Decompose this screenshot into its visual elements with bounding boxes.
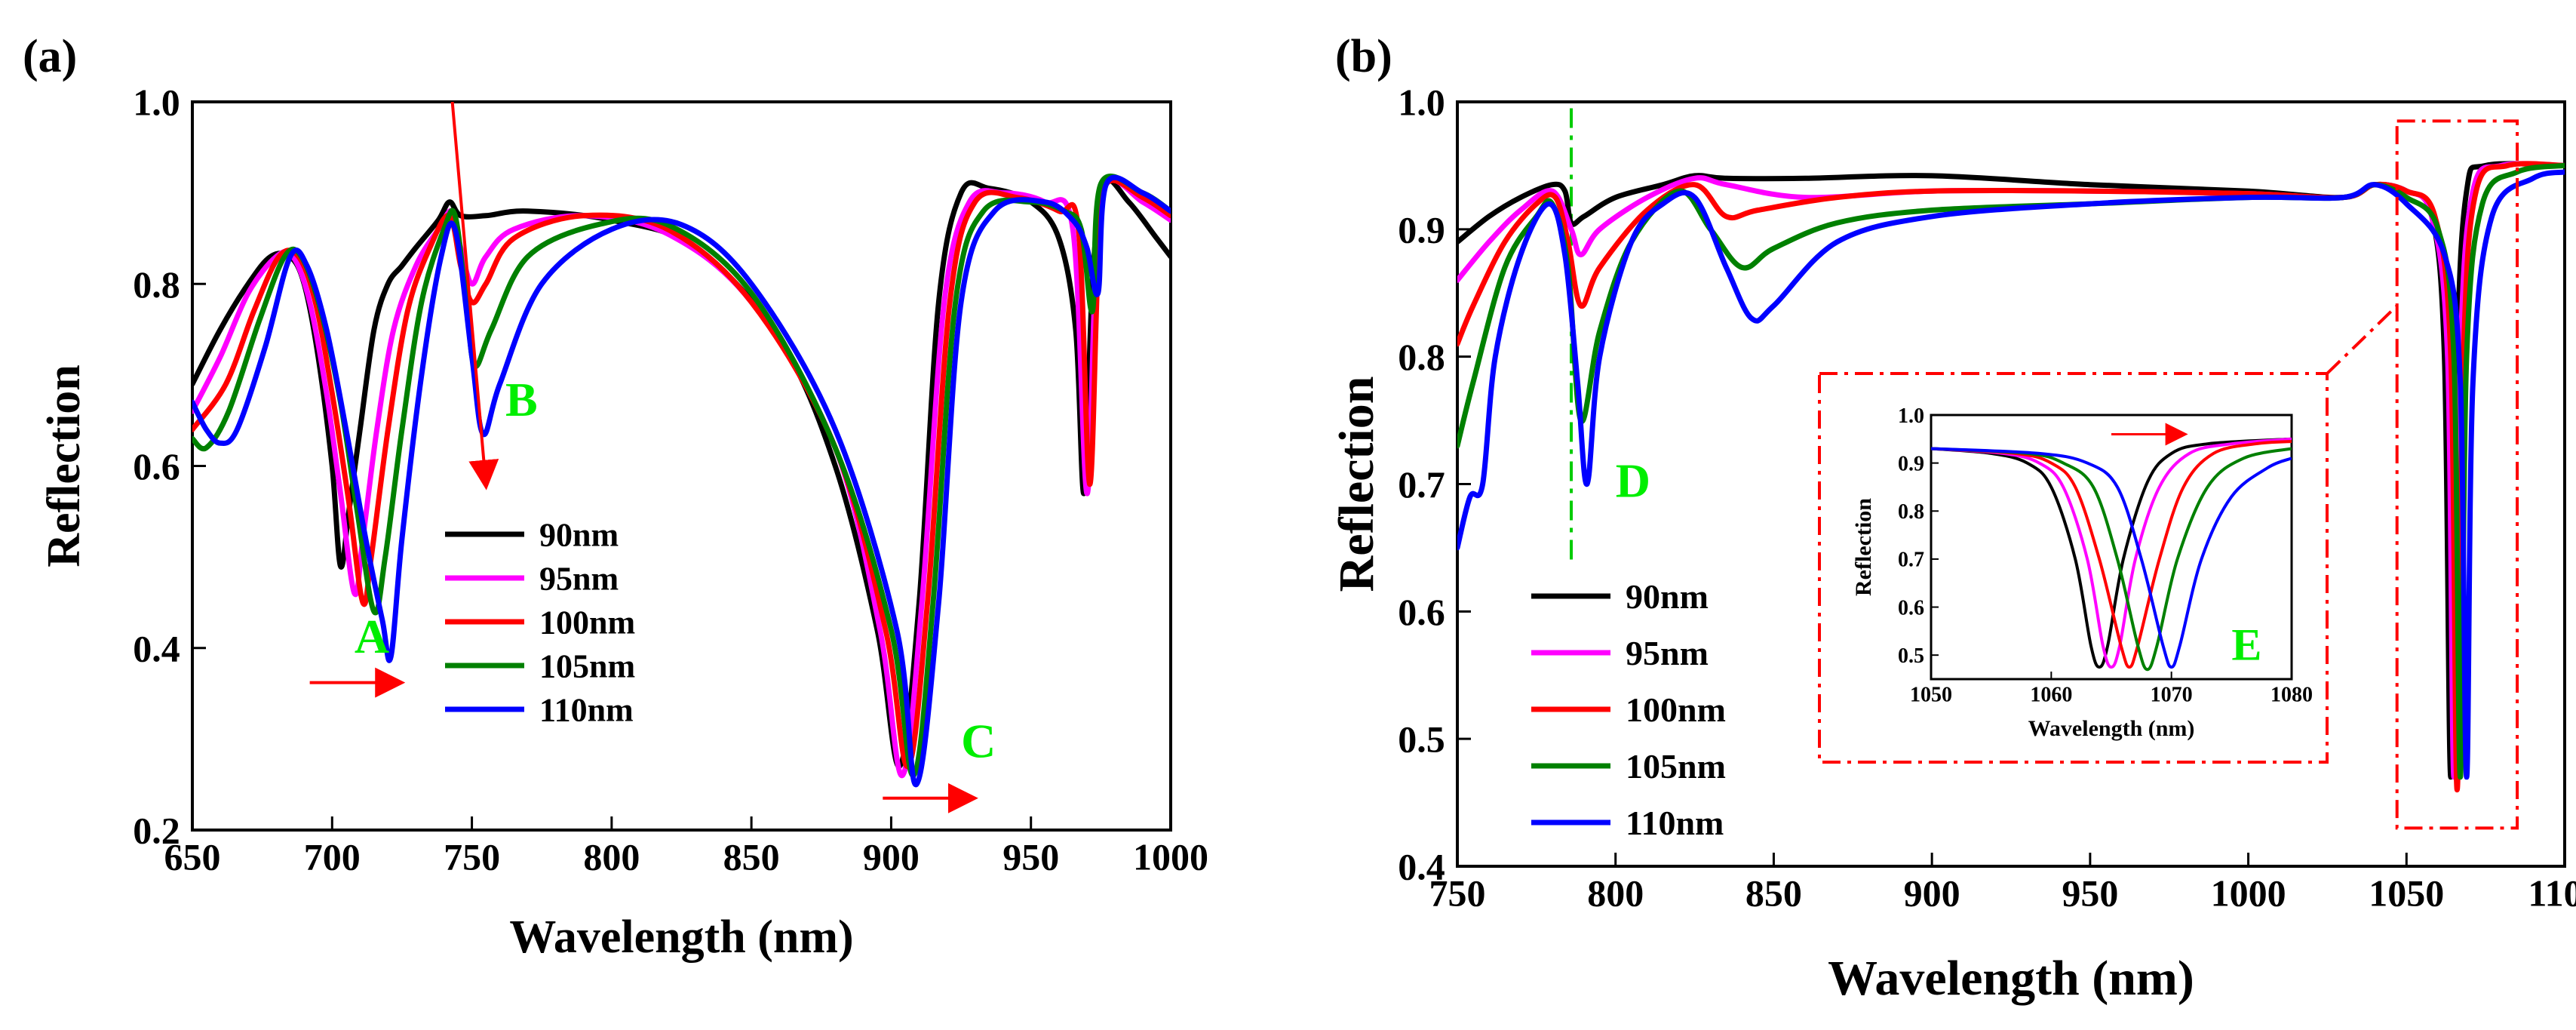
- inset-chart: 1050 1060 1070 1080 0.5 0.6 0.7 0.8 0.9 1.0 Wavele…: [1851, 404, 2313, 741]
- a-y-tick-label: 1.0: [133, 81, 180, 124]
- a-legend-label: 110nm: [539, 691, 634, 728]
- inset-y-tick-label: 0.7: [1898, 549, 1924, 572]
- b-x-tick-label: 800: [1587, 872, 1644, 915]
- inset-series-line-95nm: [1931, 437, 2292, 669]
- inset-series-group: [1931, 437, 2292, 672]
- a-x-tick-label: 900: [863, 836, 920, 878]
- b-x-tick-label: 1050: [2369, 872, 2444, 915]
- b-series-line-110nm: [1457, 169, 2565, 780]
- b-legend-label: 95nm: [1626, 634, 1709, 672]
- inset-callout-box: [1818, 372, 2329, 764]
- a-legend-label: 95nm: [539, 560, 619, 597]
- inset-x-tick-label: 1060: [2030, 683, 2072, 706]
- inset-y-tick-label: 0.9: [1898, 452, 1924, 475]
- b-y-tick-label: 0.4: [1398, 846, 1445, 888]
- a-legend-label: 90nm: [539, 516, 619, 553]
- inset-connector-line: [2326, 304, 2399, 375]
- inset-y-tick-label: 0.5: [1898, 644, 1924, 668]
- inset-x-axis-title: Wavelength (nm): [2028, 716, 2195, 741]
- inset-series-line-90nm: [1931, 437, 2292, 669]
- a-shift-arrow: [450, 101, 499, 490]
- b-y-tick-label: 0.6: [1398, 591, 1445, 633]
- a-x-tick-label: 850: [723, 836, 780, 878]
- a-x-tick-label: 700: [304, 836, 361, 878]
- b-x-axis-title: Wavelength (nm): [1828, 951, 2194, 1006]
- b-series-group: [1457, 161, 2565, 793]
- b-y-tick-label: 1.0: [1398, 81, 1445, 124]
- a-series-line-95nm: [192, 177, 1171, 779]
- b-y-tick-label: 0.9: [1398, 208, 1445, 251]
- inset-x-tick-label: 1080: [2271, 683, 2313, 706]
- a-annotation-A: A: [355, 610, 389, 663]
- inset-y-tick-label: 0.8: [1898, 500, 1924, 524]
- panel-a-chart: (a) 650 700 750 800 850 900 950 1000 0.2 0.4 0.6 0.8…: [23, 31, 1208, 963]
- b-x-tick-label: 850: [1745, 872, 1802, 915]
- b-legend-label: 100nm: [1626, 690, 1726, 729]
- inset-x-tick-label: 1070: [2151, 683, 2193, 706]
- a-annotation-C: C: [961, 715, 996, 768]
- highlight-region-box: [2395, 119, 2519, 830]
- inset-series-line-110nm: [1931, 447, 2292, 669]
- b-x-tick-label: 900: [1904, 872, 1960, 915]
- a-series-group: [192, 174, 1171, 788]
- inset-series-line-100nm: [1931, 440, 2292, 669]
- inset-plot-frame: [1930, 414, 2293, 681]
- a-series-line-110nm: [192, 174, 1171, 788]
- b-legend-label: 90nm: [1626, 577, 1709, 616]
- b-y-tick-label: 0.8: [1398, 336, 1445, 378]
- a-legend-label: 100nm: [539, 604, 635, 641]
- inset-x-tick-label: 1050: [1910, 683, 1952, 706]
- b-x-tick-label: 1000: [2211, 872, 2286, 915]
- b-y-tick-label: 0.7: [1398, 463, 1445, 506]
- b-x-tick-label: 950: [2062, 872, 2118, 915]
- a-x-tick-label: 750: [444, 836, 500, 878]
- b-annotation-D: D: [1616, 454, 1650, 507]
- inset-y-axis-title: Reflection: [1851, 498, 1876, 596]
- a-panel-label: (a): [23, 31, 77, 82]
- inset-annotation-E: E: [2231, 620, 2261, 670]
- inset-series-line-105nm: [1931, 447, 2292, 672]
- a-y-tick-label: 0.6: [133, 445, 180, 487]
- inset-y-tick-label: 0.6: [1898, 596, 1924, 620]
- a-y-axis-title: Reflection: [38, 364, 90, 567]
- a-annotation-B: B: [505, 373, 538, 426]
- b-y-axis-title: Reflection: [1329, 377, 1384, 592]
- a-y-tick-label: 0.2: [133, 810, 180, 852]
- b-y-tick-label: 0.5: [1398, 718, 1445, 761]
- a-y-tick-label: 0.8: [133, 263, 180, 306]
- b-x-tick-label: 750: [1429, 872, 1486, 915]
- b-legend-label: 110nm: [1626, 804, 1724, 842]
- a-legend-label: 105nm: [539, 647, 635, 684]
- a-x-tick-label: 800: [583, 836, 640, 878]
- a-x-tick-label: 1000: [1133, 836, 1208, 878]
- a-x-axis-title: Wavelength (nm): [509, 912, 853, 963]
- a-x-tick-label: 950: [1002, 836, 1059, 878]
- a-x-tick-label: 650: [164, 836, 221, 878]
- b-legend-label: 105nm: [1626, 747, 1726, 786]
- a-y-tick-label: 0.4: [133, 627, 180, 669]
- inset-y-tick-label: 1.0: [1898, 404, 1924, 428]
- b-panel-label: (b): [1335, 31, 1392, 82]
